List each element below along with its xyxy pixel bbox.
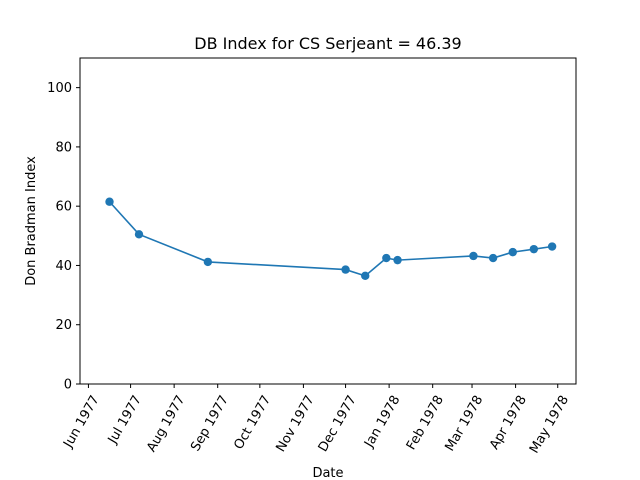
x-tick-label: Dec 1977 xyxy=(316,393,360,455)
data-point xyxy=(547,242,557,251)
y-tick-label: 100 xyxy=(47,81,72,96)
x-tick-label: Oct 1977 xyxy=(231,393,274,452)
y-axis-label: Don Bradman Index xyxy=(24,156,39,286)
y-tick-label: 60 xyxy=(55,200,72,215)
x-tick-label: Sep 1977 xyxy=(188,393,232,454)
data-point xyxy=(488,253,498,263)
y-tick-label: 0 xyxy=(64,378,72,393)
x-tick-label: Mar 1978 xyxy=(443,393,487,454)
y-tick-label: 40 xyxy=(55,259,72,274)
x-tick-label: Apr 1978 xyxy=(487,393,530,452)
data-point xyxy=(469,251,478,261)
x-tick-label: Jul 1977 xyxy=(105,393,145,447)
data-point xyxy=(529,244,539,254)
data-point xyxy=(105,197,114,206)
data-point xyxy=(508,247,517,257)
x-tick-label: Jun 1977 xyxy=(61,393,103,451)
data-point xyxy=(382,253,391,263)
chart-title: DB Index for CS Serjeant = 46.39 xyxy=(194,34,461,53)
data-point xyxy=(134,230,144,239)
x-axis-label: Date xyxy=(312,466,343,480)
x-tick-label: Nov 1977 xyxy=(273,393,317,455)
x-tick-label: Jan 1978 xyxy=(361,393,403,451)
data-point xyxy=(341,265,350,274)
x-tick-label: Feb 1978 xyxy=(404,393,447,453)
series-line xyxy=(108,201,553,277)
data-point xyxy=(393,255,402,265)
x-tick-label: Aug 1977 xyxy=(144,393,188,455)
plot-frame xyxy=(79,57,577,385)
plot-area: 0 20 40 60 80 100 Jun 1977 Jul 1977 Aug 1977 Sep … xyxy=(47,57,577,456)
x-tick-label: May 1978 xyxy=(527,393,572,456)
y-tick-label: 80 xyxy=(55,140,72,155)
data-point xyxy=(203,257,213,267)
y-tick-label: 20 xyxy=(55,318,72,333)
data-point xyxy=(361,271,370,281)
